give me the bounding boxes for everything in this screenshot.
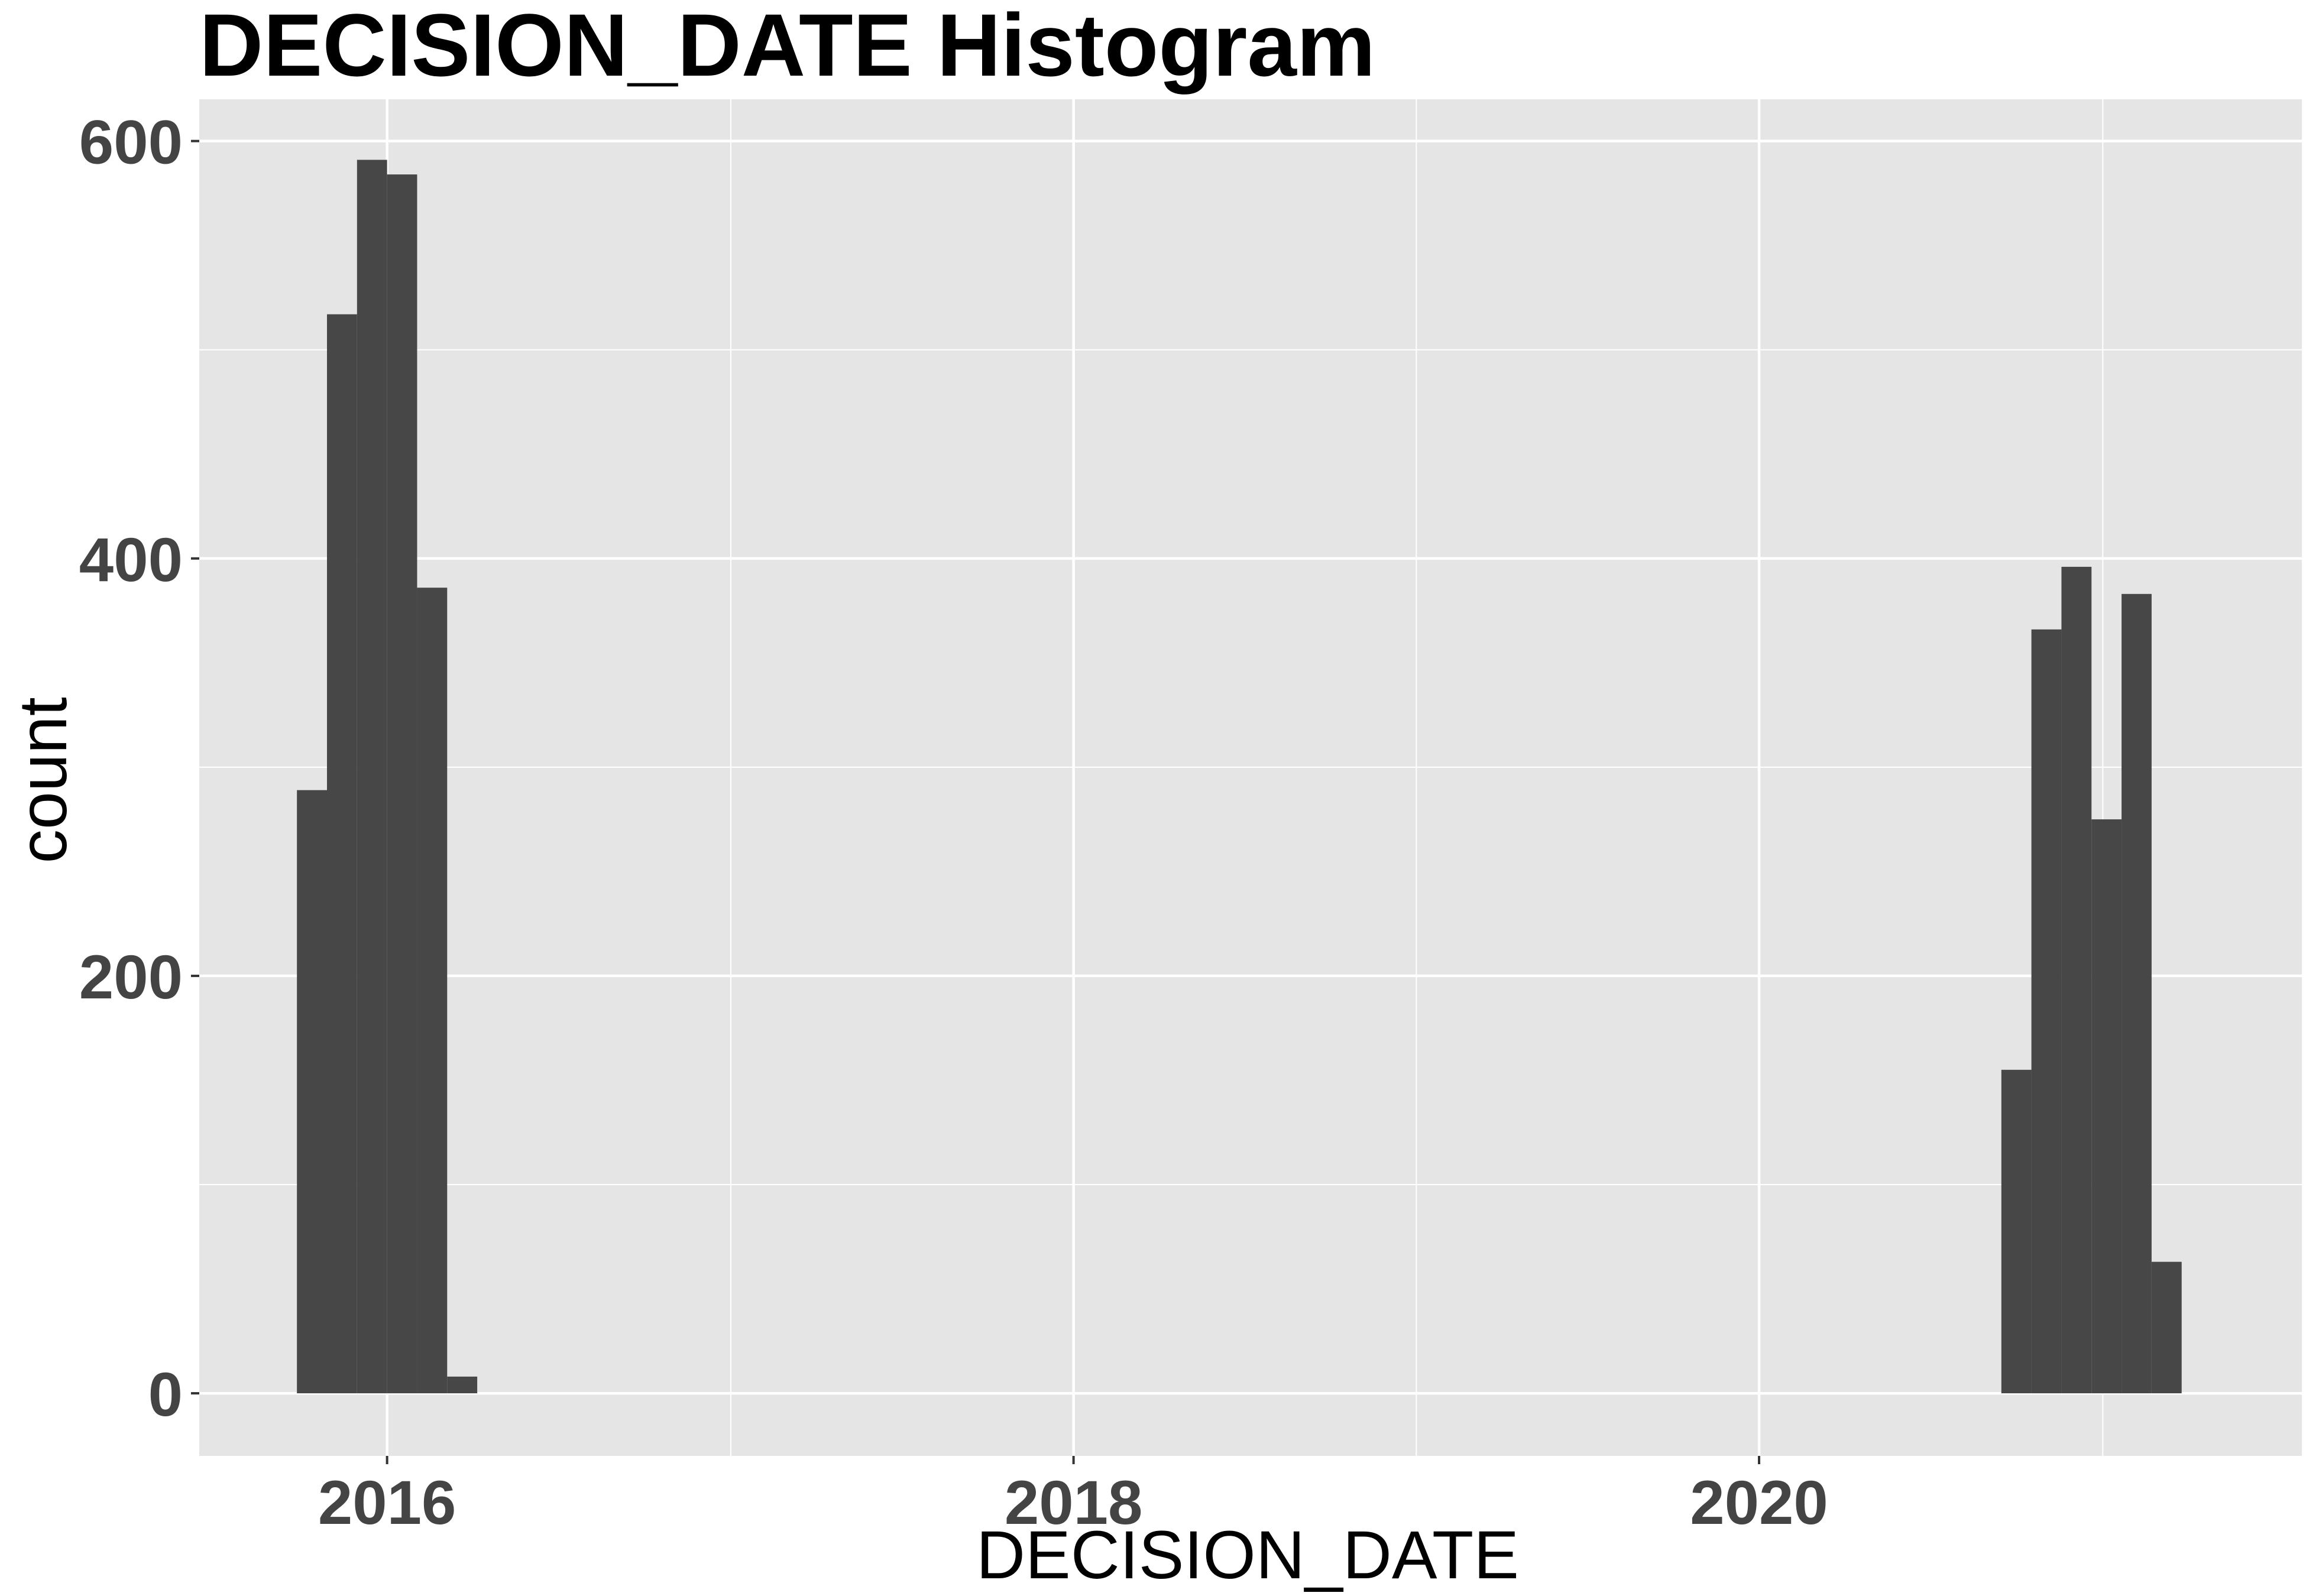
histogram-bar [2122, 593, 2152, 1394]
histogram-bar [357, 160, 387, 1394]
histogram-bar [417, 588, 448, 1394]
y-tick-label: 200 [79, 943, 183, 1012]
x-axis-title: DECISION_DATE [976, 1517, 1519, 1593]
plot-panel [199, 99, 2302, 1456]
histogram-bar [297, 790, 327, 1394]
x-axis-ticks: 2016 2018 2020 [318, 1456, 1828, 1537]
y-tick-label: 400 [79, 525, 183, 595]
histogram-bar [2061, 566, 2092, 1394]
histogram-bar [2091, 819, 2122, 1394]
y-axis-ticks: 0 200 400 600 [79, 108, 199, 1429]
histogram-bar [447, 1376, 478, 1394]
y-tick-label: 0 [148, 1360, 183, 1429]
histogram-bar [2151, 1261, 2182, 1394]
y-tick-label: 600 [79, 108, 183, 177]
histogram-bars [297, 160, 2182, 1394]
histogram-bar [387, 174, 417, 1394]
histogram-bar [326, 314, 357, 1394]
x-tick-label: 2016 [318, 1468, 456, 1537]
histogram-bar [2001, 1069, 2032, 1394]
y-axis-title: count [5, 697, 81, 863]
histogram-bar [2031, 629, 2062, 1394]
chart-title: DECISION_DATE Histogram [199, 0, 1375, 95]
x-tick-label: 2018 [1005, 1468, 1143, 1537]
x-tick-label: 2020 [1690, 1468, 1828, 1537]
